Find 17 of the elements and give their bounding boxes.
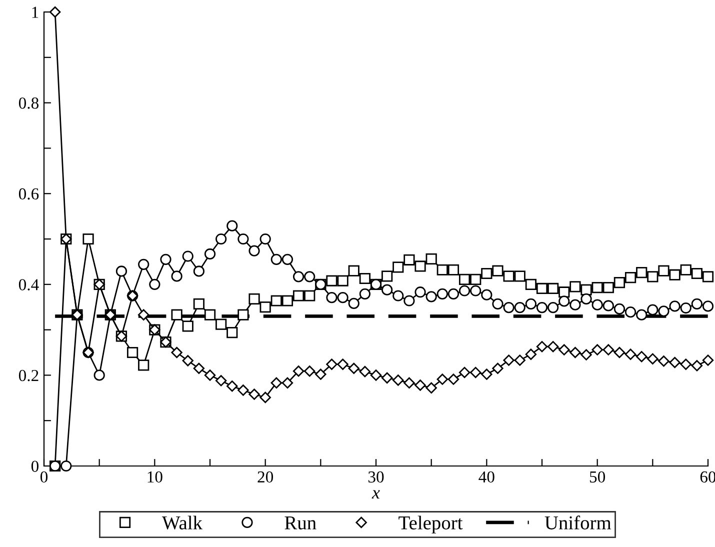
- legend-label: Walk: [162, 516, 203, 530]
- x-tick-label: 30: [368, 471, 384, 483]
- legend-label: Teleport: [398, 516, 463, 534]
- y-tick-label: 0.6: [18, 188, 39, 200]
- x-tick-label: 50: [590, 471, 606, 483]
- x-tick-label: 0: [40, 471, 48, 483]
- x-tick-label: 40: [478, 471, 494, 483]
- y-tick-label: 0: [31, 460, 39, 472]
- legend-label: Uniform: [544, 516, 612, 530]
- x-axis-title: x: [372, 490, 380, 499]
- y-tick-label: 0.8: [18, 98, 39, 109]
- y-tick-label: 0.4: [18, 279, 39, 290]
- x-tick-label: 10: [148, 471, 162, 483]
- legend-label: Run: [284, 516, 316, 530]
- y-tick-label: 0.2: [18, 370, 38, 382]
- y-tick-label: 1: [32, 6, 38, 18]
- x-tick-label: 20: [258, 471, 274, 483]
